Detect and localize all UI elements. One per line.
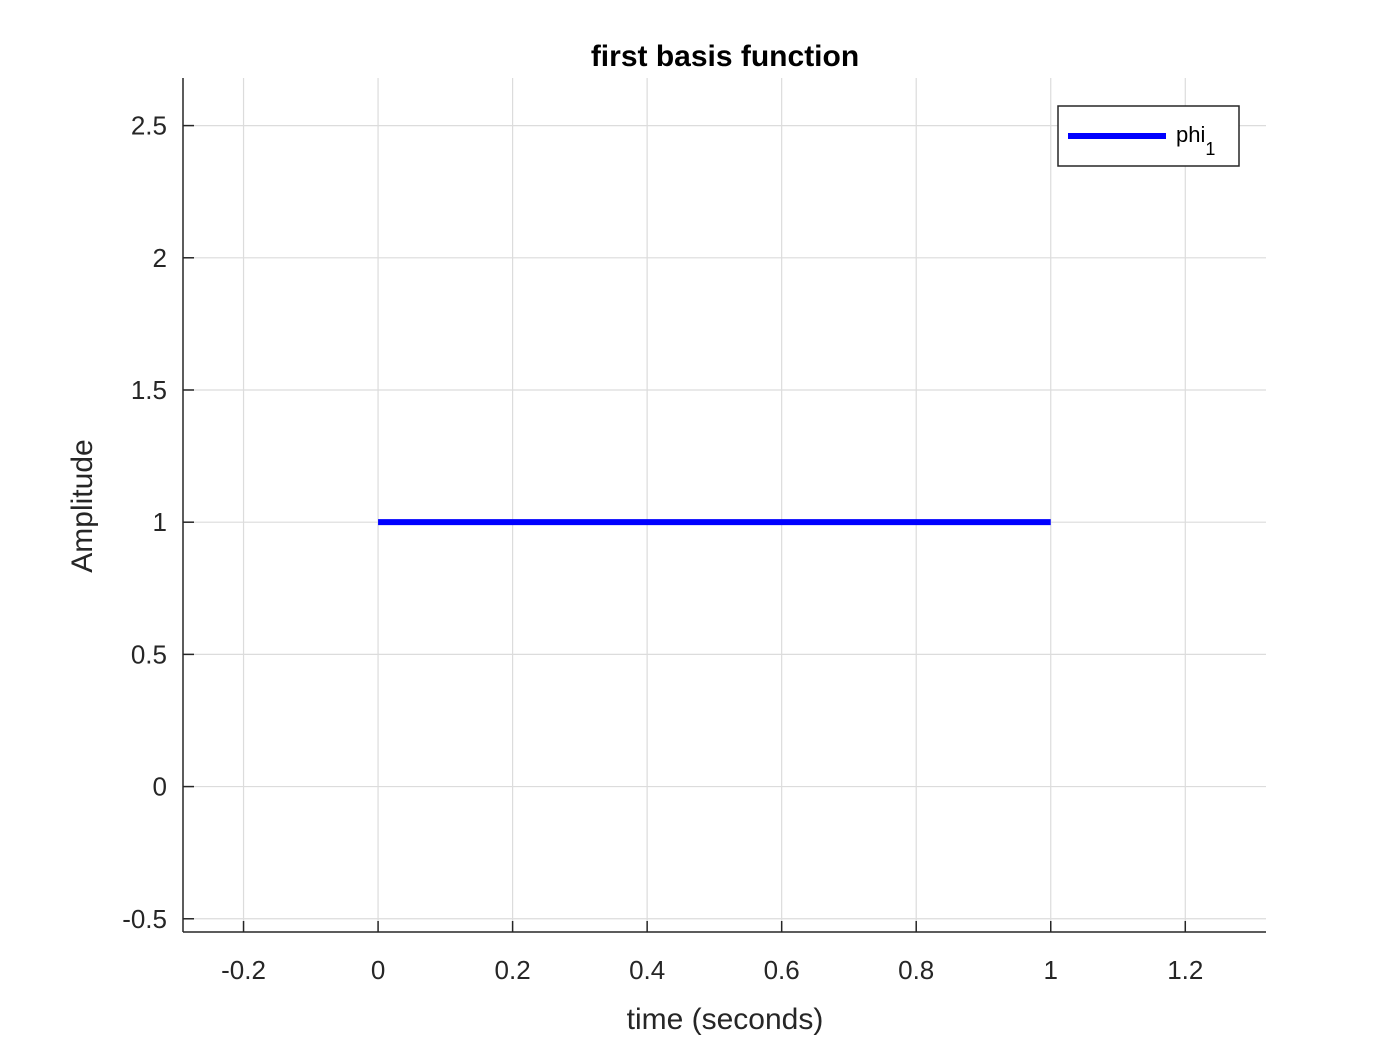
- y-tick-label: 0.5: [131, 639, 167, 669]
- y-tick-label: 1: [153, 507, 167, 537]
- x-tick-label: 0: [371, 955, 385, 985]
- chart-title: first basis function: [591, 40, 859, 73]
- x-tick-label: 0.6: [764, 955, 800, 985]
- x-tick-label: 0.4: [629, 955, 665, 985]
- legend-label-phi-1: phi1: [1176, 122, 1215, 159]
- y-tick-label: 1.5: [131, 375, 167, 405]
- x-tick-label: -0.2: [221, 955, 266, 985]
- x-tick-label: 0.2: [495, 955, 531, 985]
- y-tick-label: 0: [153, 772, 167, 802]
- legend-label-name: phi: [1176, 122, 1205, 147]
- x-tick-label: 0.8: [898, 955, 934, 985]
- y-axis-ticks: -0.5 0 0.5 1 1.5 2 2.5: [122, 111, 194, 934]
- legend-label-subscript: 1: [1205, 139, 1215, 159]
- axes: [182, 78, 1266, 933]
- grid: [183, 78, 1266, 932]
- x-axis-label: time (seconds): [627, 1003, 824, 1036]
- x-tick-label: 1: [1044, 955, 1058, 985]
- y-tick-label: 2.5: [131, 111, 167, 141]
- y-tick-label: 2: [153, 243, 167, 273]
- y-axis-label: Amplitude: [66, 439, 99, 572]
- x-tick-label: 1.2: [1167, 955, 1203, 985]
- x-axis-ticks: -0.2 0 0.2 0.4 0.6 0.8 1 1.2: [221, 921, 1203, 985]
- plot-area: [183, 78, 1266, 932]
- legend: phi1: [1057, 105, 1240, 167]
- y-tick-label: -0.5: [122, 904, 167, 934]
